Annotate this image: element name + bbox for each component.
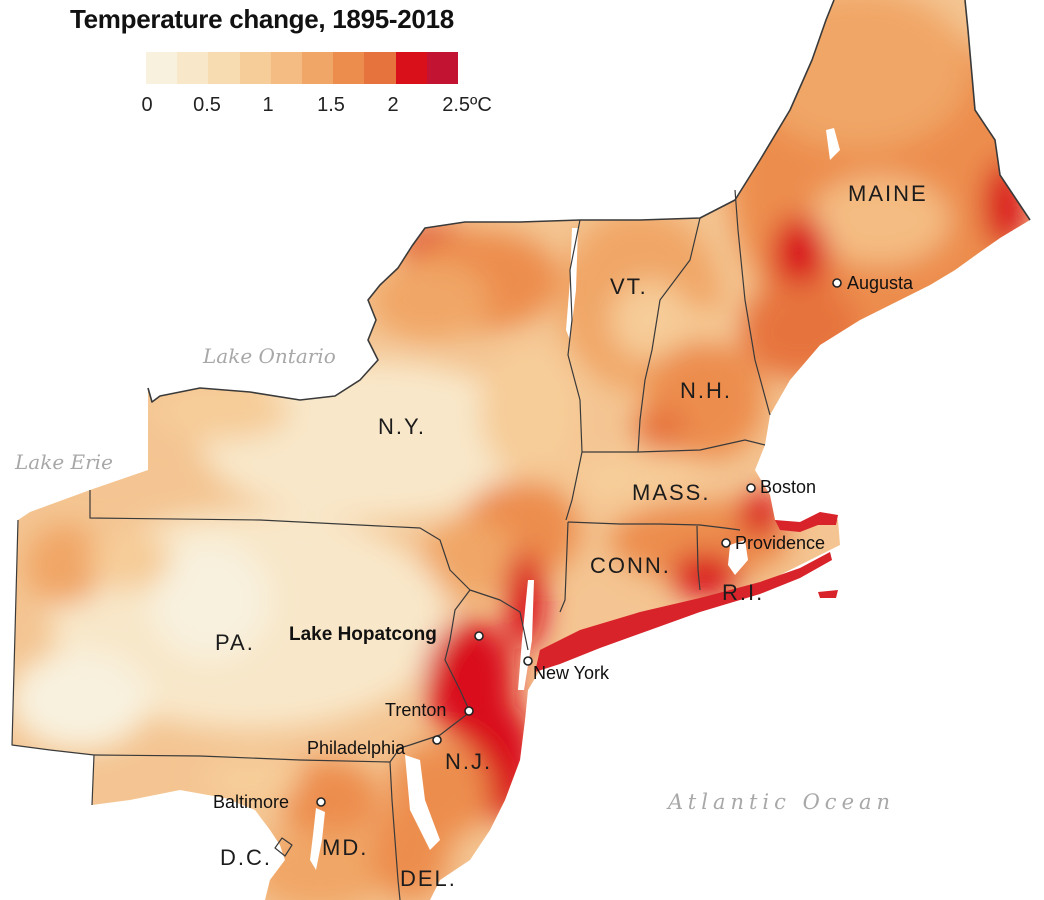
legend-swatch [426, 52, 458, 84]
legend-swatch [239, 52, 271, 84]
cape-cod [775, 512, 838, 532]
state-label-maine: MAINE [848, 181, 928, 206]
legend-swatch [146, 52, 178, 84]
state-label-md: MD. [322, 835, 369, 860]
water-features [310, 128, 840, 870]
state-label-pa: PA. [215, 630, 255, 655]
color-legend [146, 52, 458, 84]
state-label-nh: N.H. [680, 378, 732, 403]
state-label-vt: VT. [610, 274, 648, 299]
trenton-marker [464, 706, 474, 716]
legend-ticks: 0 0.5 1 1.5 2 2.5ºC [0, 94, 520, 118]
nantucket [818, 590, 838, 598]
state-label-del: DEL. [400, 866, 457, 891]
legend-tick: 2.5ºC [442, 94, 492, 116]
legend-tick: 1.5 [317, 94, 345, 116]
legend-tick: 0 [141, 94, 153, 116]
augusta-marker [832, 278, 842, 288]
city-label-boston: Boston [760, 477, 817, 497]
city-label-providence: Providence [735, 533, 826, 553]
new-york-marker [523, 656, 533, 666]
philadelphia-marker [432, 735, 442, 745]
state-label-dc: D.C. [220, 845, 272, 870]
water-label-atlantic: Atlantic Ocean [668, 790, 896, 814]
city-label-augusta: Augusta [847, 273, 914, 293]
legend-swatch [333, 52, 365, 84]
legend-tick: 0.5 [193, 94, 221, 116]
water-label-lake-ontario: Lake Ontario [203, 344, 336, 368]
legend-swatch [395, 52, 427, 84]
state-borders [11, 0, 1031, 900]
water-label-lake-erie: Lake Erie [15, 450, 113, 474]
city-label-new-york: New York [533, 663, 610, 683]
lake-hopatcong-marker [474, 631, 484, 641]
state-label-ny: N.Y. [378, 414, 426, 439]
legend-swatch [270, 52, 302, 84]
legend-swatch [177, 52, 209, 84]
boston-marker [746, 483, 756, 493]
providence-marker [721, 538, 731, 548]
state-label-conn: CONN. [590, 553, 671, 578]
city-label-lake-hopatcong: Lake Hopatcong [289, 624, 437, 645]
baltimore-marker [316, 797, 326, 807]
legend-tick: 2 [387, 94, 399, 116]
legend-tick: 1 [262, 94, 274, 116]
legend-swatch [364, 52, 396, 84]
city-label-philadelphia: Philadelphia [307, 738, 406, 758]
state-label-ri: R.I. [722, 580, 765, 605]
heat-blobs [10, 0, 1030, 900]
state-label-nj: N.J. [445, 749, 493, 774]
city-markers [316, 278, 842, 807]
city-label-baltimore: Baltimore [213, 792, 290, 812]
map-title: Temperature change, 1895-2018 [70, 4, 454, 34]
state-label-mass: MASS. [632, 480, 711, 505]
legend-swatch [208, 52, 240, 84]
long-island [535, 552, 832, 672]
city-label-trenton: Trenton [385, 700, 447, 720]
legend-swatch [301, 52, 334, 84]
